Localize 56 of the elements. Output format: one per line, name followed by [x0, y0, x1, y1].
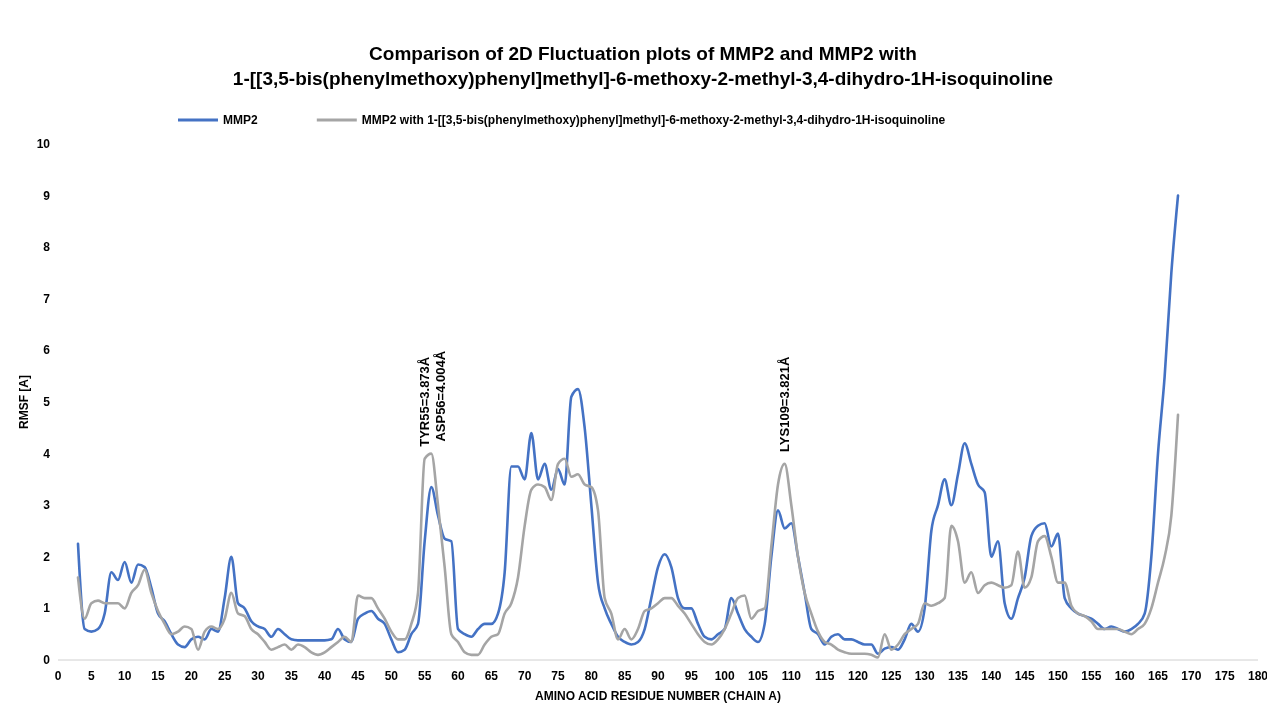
x-tick-label: 120: [847, 669, 869, 683]
y-tick-label: 8: [43, 240, 51, 255]
x-tick-label: 160: [1114, 669, 1135, 683]
x-tick-label: 180: [1247, 669, 1267, 683]
y-tick-label: 9: [43, 188, 51, 203]
chart-title: Comparison of 2D Fluctuation plots of MMP2 and MMP2 with 1-[[3,5-bis(phenylmethoxy)phenyl]methyl]-6-methoxy-2-methyl-3,4-dihydro-1H-isoquinoline: [232, 43, 1054, 89]
y-tick-label: 10: [36, 137, 51, 151]
x-tick-label: 145: [1014, 669, 1035, 683]
x-tick-label: 140: [981, 669, 1002, 683]
x-tick-label: 60: [451, 669, 465, 683]
x-tick-label: 95: [684, 669, 699, 683]
x-tick-label: 155: [1081, 669, 1102, 683]
x-tick-label: 110: [781, 669, 802, 683]
x-tick-label: 85: [617, 669, 632, 683]
annotation: TYR55=3.873Å: [416, 356, 432, 447]
y-tick-label: 2: [43, 549, 51, 564]
x-tick-label: 5: [87, 669, 95, 683]
x-tick-label: 30: [251, 669, 265, 683]
x-tick-label: 125: [881, 669, 902, 683]
y-tick-label: 7: [43, 291, 51, 306]
x-tick-label: 70: [517, 669, 532, 683]
x-tick-label: 40: [317, 669, 332, 683]
x-tick-label: 65: [484, 669, 499, 683]
x-tick-label: 175: [1214, 669, 1235, 683]
legend-label: MMP2: [223, 113, 258, 127]
x-tick-label: 50: [384, 669, 399, 683]
x-tick-label: 45: [351, 669, 365, 683]
x-tick-label: 100: [714, 669, 735, 683]
x-tick-label: 130: [914, 669, 935, 683]
x-tick-label: 20: [184, 669, 199, 683]
x-tick-label: 80: [584, 669, 599, 683]
annotation: ASP56=4.004Å: [433, 350, 449, 442]
x-tick-label: 10: [117, 669, 132, 683]
x-tick-label: 55: [417, 669, 432, 683]
x-tick-label: 25: [217, 669, 232, 683]
y-axis-title: RMSF [A]: [17, 375, 31, 429]
y-tick-label: 5: [43, 395, 51, 409]
y-tick-label: 4: [43, 446, 51, 461]
y-tick-label: 0: [43, 653, 51, 667]
x-axis-title: AMINO ACID RESIDUE NUMBER (CHAIN A): [535, 689, 781, 703]
x-tick-label: 90: [651, 669, 665, 683]
x-tick-label: 75: [551, 669, 565, 683]
x-tick-label: 115: [814, 669, 835, 683]
annotation: LYS109=3.821Å: [776, 356, 792, 452]
x-tick-label: 165: [1147, 669, 1169, 683]
x-tick-label: 150: [1047, 669, 1069, 683]
x-tick-label: 105: [747, 669, 769, 683]
x-tick-label: 170: [1181, 669, 1202, 683]
y-tick-label: 6: [43, 343, 51, 358]
x-tick-label: 0: [54, 669, 62, 683]
y-tick-label: 3: [43, 498, 51, 513]
y-tick-label: 1: [43, 601, 51, 616]
x-tick-label: 15: [151, 669, 165, 683]
x-tick-label: 35: [284, 669, 299, 683]
legend-label: MMP2 with 1-[[3,5-bis(phenylmethoxy)phenyl]methyl]-6-methoxy-2-methyl-3,4-dihydro-1H-isoquinoline: [361, 113, 946, 127]
x-tick-label: 135: [947, 669, 969, 683]
